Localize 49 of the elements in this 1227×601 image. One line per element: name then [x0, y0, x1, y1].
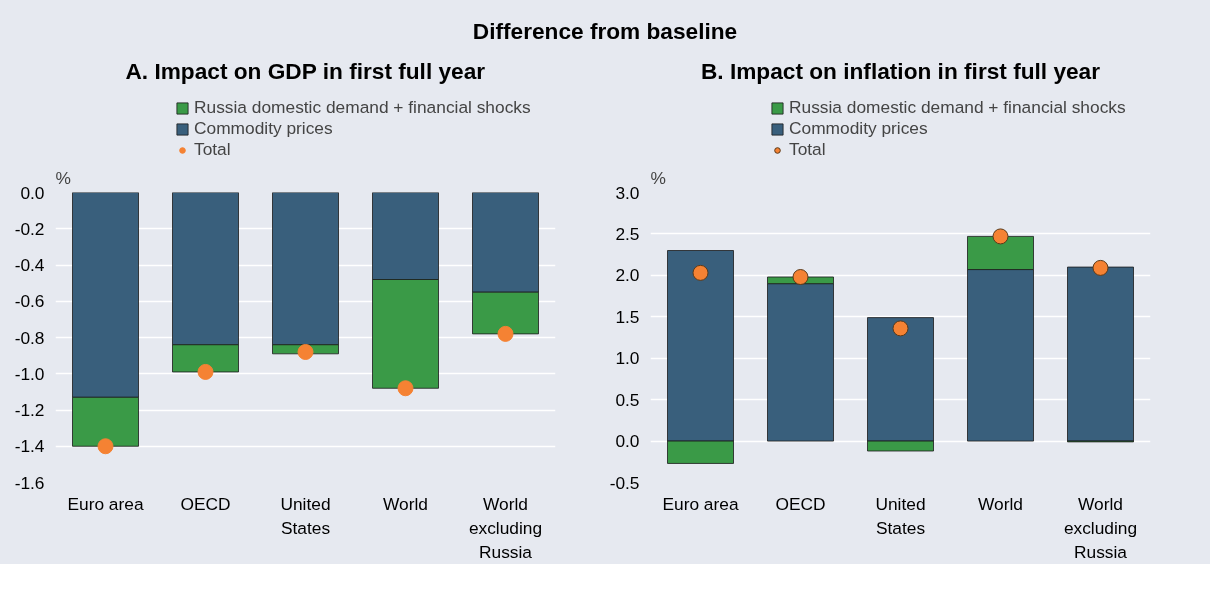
y-tick-label: 0.0 [615, 431, 640, 452]
x-tick-label: Euro area [662, 493, 739, 514]
y-tick-label: 1.5 [615, 306, 640, 327]
y-axis-title: % [650, 167, 666, 188]
point [992, 228, 1009, 245]
legend-label: Commodity prices [194, 118, 333, 139]
x-tick-label: United States [280, 493, 331, 538]
point [792, 269, 809, 285]
point [397, 380, 414, 397]
y-tick-label: 0.0 [20, 182, 45, 203]
point [197, 363, 214, 380]
bar [1067, 266, 1134, 442]
point [497, 325, 514, 342]
legend-label: Total [789, 139, 826, 160]
legend-label: Russia domestic demand + financial shocks [194, 97, 531, 118]
y-tick-label: 2.5 [615, 223, 640, 244]
point [692, 264, 709, 281]
x-tick-label: Euro area [67, 493, 144, 514]
y-tick-label: -0.2 [14, 218, 45, 239]
legend-label: Russia domestic demand + financial shocks [789, 97, 1126, 118]
x-tick-label: World excluding Russia [468, 493, 543, 562]
point [97, 438, 114, 455]
y-tick-label: 0.5 [615, 389, 640, 410]
y-tick-label: -0.4 [14, 255, 45, 275]
x-tick-label: United States [875, 493, 926, 538]
chart-title: B. Impact on inflation in first full year [700, 57, 1101, 84]
y-tick-label: -1.6 [14, 472, 45, 493]
x-tick-label: OECD [180, 493, 231, 514]
x-tick-label: World excluding Russia [1063, 493, 1138, 562]
legend-label: Commodity prices [789, 118, 928, 139]
y-tick-label: 2.0 [615, 265, 640, 286]
y-tick-label: 1.0 [615, 348, 640, 369]
point [1092, 259, 1109, 276]
x-tick-label: OECD [775, 493, 826, 514]
y-tick-label: -1.2 [14, 400, 45, 420]
text: Difference from baseline [471, 17, 739, 46]
point [892, 320, 909, 337]
y-tick-label: -0.8 [14, 327, 45, 348]
y-tick-label: 3.0 [615, 182, 640, 203]
point [297, 344, 314, 360]
y-tick-label: -1.0 [14, 363, 45, 384]
y-tick-label: -0.6 [14, 291, 45, 312]
y-tick-label: -0.5 [609, 472, 640, 493]
y-axis-title: % [55, 167, 71, 188]
legend-label: Total [194, 139, 231, 160]
y-tick-label: -1.4 [14, 436, 45, 457]
x-tick-label: World [383, 493, 428, 514]
chart-title: A. Impact on GDP in first full year [125, 57, 486, 84]
x-tick-label: World [978, 493, 1023, 514]
